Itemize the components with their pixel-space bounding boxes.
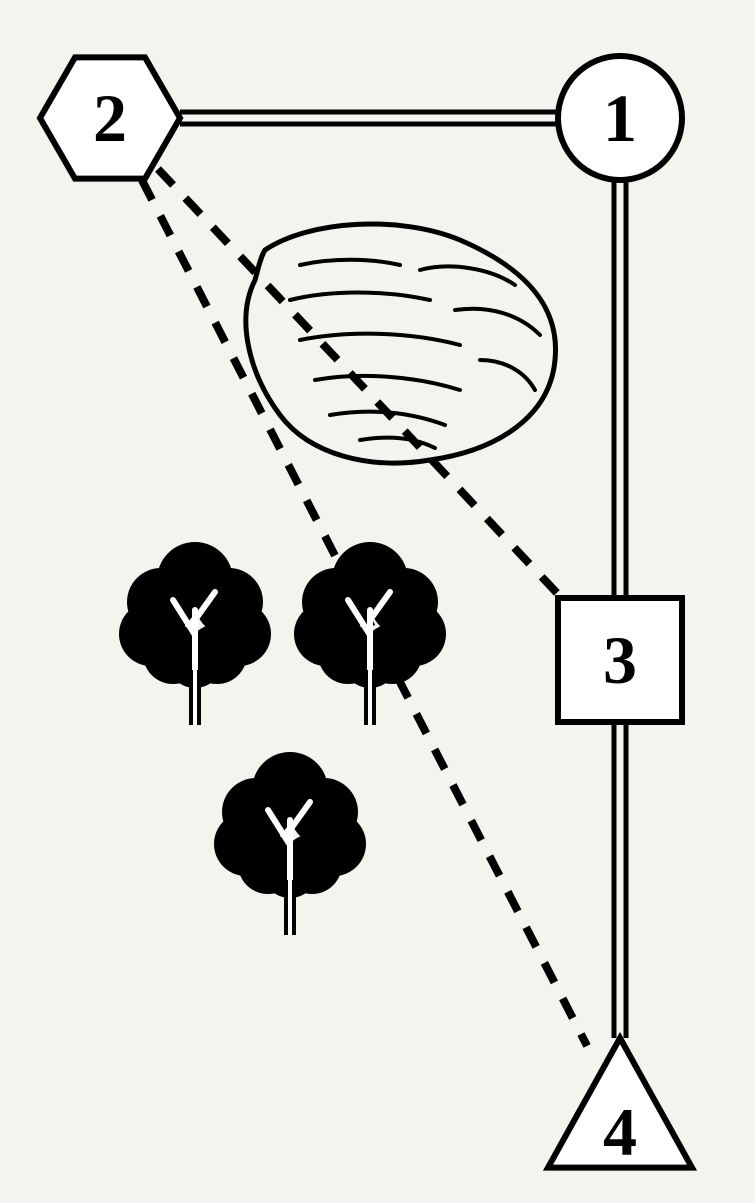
- trees: [119, 542, 446, 935]
- pond-ripple-3: [455, 309, 540, 335]
- pond-ripple-8: [360, 438, 435, 448]
- node-n4-label: 4: [603, 1094, 637, 1170]
- node-n3: 3: [558, 598, 682, 722]
- node-n2-label: 2: [93, 80, 127, 156]
- tree-icon-2: [214, 752, 366, 935]
- node-n4: 4: [548, 1038, 692, 1170]
- tree-icon-1: [294, 542, 446, 725]
- pond-ripple-1: [420, 266, 515, 285]
- pond-outline: [246, 224, 556, 463]
- tree-icon-0: [119, 542, 271, 725]
- node-n1: 1: [558, 56, 682, 180]
- pond-ripple-6: [315, 376, 460, 390]
- pond: [246, 224, 556, 463]
- node-n3-label: 3: [603, 622, 637, 698]
- node-n1-label: 1: [603, 80, 637, 156]
- pond-ripple-5: [480, 360, 535, 390]
- pond-ripple-0: [300, 260, 400, 265]
- node-n2: 2: [40, 57, 180, 178]
- pond-ripple-2: [290, 293, 430, 301]
